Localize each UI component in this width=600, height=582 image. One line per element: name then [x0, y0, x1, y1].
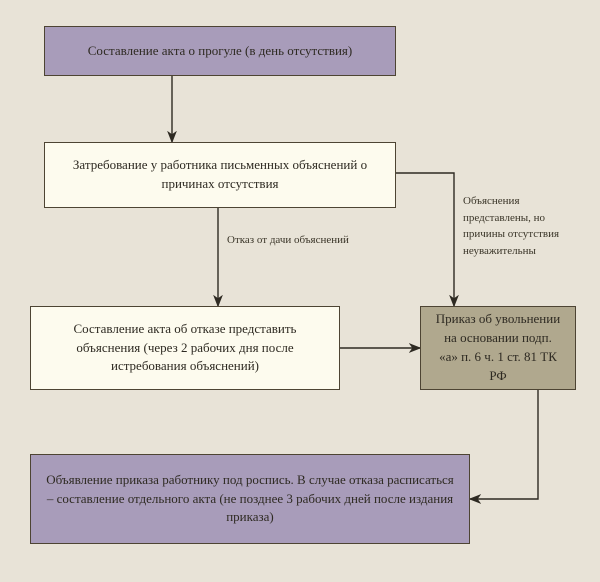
node-text: Затребование у работника письменных объя… — [59, 156, 381, 194]
node-request-explanation: Затребование у работника письменных объя… — [44, 142, 396, 208]
node-dismissal-order: Приказ об увольнении на основании подп. … — [420, 306, 576, 390]
node-act-absence: Составление акта о прогуле (в день отсут… — [44, 26, 396, 76]
node-text: Составление акта о прогуле (в день отсут… — [88, 42, 352, 61]
edge-label-text: Отказ от дачи объяснений — [227, 234, 349, 246]
node-refusal-act: Составление акта об отказе представить о… — [30, 306, 340, 390]
flowchart-canvas: Составление акта о прогуле (в день отсут… — [0, 0, 600, 582]
edge-label-provided: Объяснения представлены, но причины отсу… — [463, 193, 585, 259]
node-text: Составление акта об отказе представить о… — [45, 320, 325, 377]
node-text: Приказ об увольнении на основании подп. … — [435, 310, 561, 385]
edge-label-text: Объяснения представлены, но причины отсу… — [463, 195, 559, 257]
node-announce-order: Объявление приказа работнику под роспись… — [30, 454, 470, 544]
node-text: Объявление приказа работнику под роспись… — [45, 471, 455, 528]
edge-label-refusal: Отказ от дачи объяснений — [227, 232, 367, 249]
